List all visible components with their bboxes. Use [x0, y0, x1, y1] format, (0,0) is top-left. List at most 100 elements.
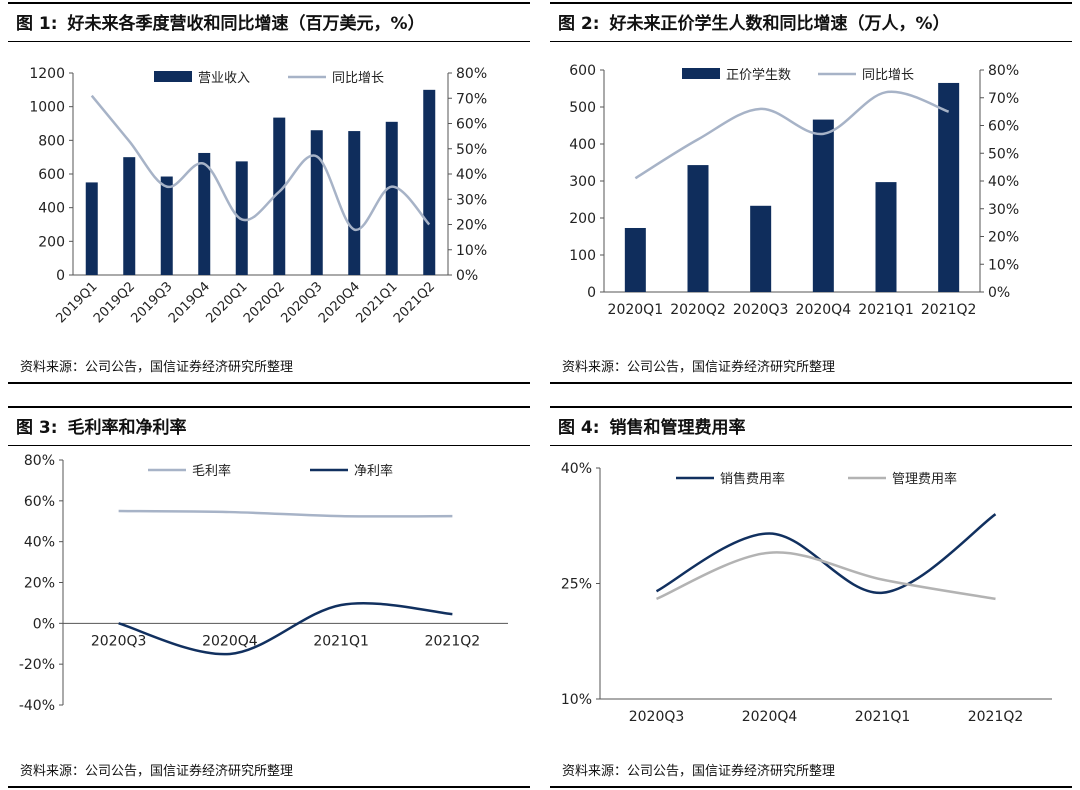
x-tick-label: 2020Q3	[629, 709, 685, 725]
legend-label: 同比增长	[862, 68, 914, 83]
y-tick-label: 25%	[561, 577, 592, 593]
y-tick-label: 0	[587, 285, 596, 301]
y-tick-label: 400	[38, 201, 65, 217]
y2-tick-label: 80%	[456, 66, 487, 82]
series-line-1	[118, 509, 453, 518]
y2-tick-label: 0%	[988, 285, 1010, 301]
source-note-1: 资料来源：公司公告，国信证券经济研究所整理	[8, 352, 530, 384]
y2-tick-label: 60%	[988, 119, 1019, 135]
y2-tick-label: 10%	[456, 243, 487, 259]
source-note-2: 资料来源：公司公告，国信证券经济研究所整理	[550, 352, 1072, 384]
chart-2: 0 100 200 300 400 500 600 0% 10% 20% 30% 40% 50% 60% 7…	[569, 63, 1019, 318]
y2-tick-label: 60%	[456, 117, 487, 133]
x-tick-label: 2020Q1	[608, 302, 664, 318]
y-tick-label: 300	[569, 174, 596, 190]
chart-title-2: 图 2: 好未来正价学生人数和同比增速（万人，%）	[550, 2, 1072, 42]
growth-line	[90, 94, 431, 231]
y-tick-label: 600	[38, 167, 65, 183]
y2-tick-label: 70%	[456, 91, 487, 107]
chart-1: 0 200 400 600 800 1000 1200 0% 10% 20% 30% 40% 50% 60…	[29, 66, 487, 326]
chart-panel-3: 图 3: 毛利率和净利率 -40% -20% 0% 20% 40% 60% 80% 2020Q3…	[8, 406, 530, 790]
x-tick-label: 2021Q2	[968, 709, 1024, 725]
x-tick-label: 2020Q4	[742, 709, 798, 725]
x-tick-label: 2020Q3	[91, 633, 147, 649]
legend-label: 营业收入	[198, 71, 250, 86]
y-tick-label: 1200	[29, 66, 65, 82]
y2-tick-label: 20%	[988, 230, 1019, 246]
y-tick-label: 0	[56, 268, 65, 284]
y2-tick-label: 50%	[456, 142, 487, 158]
y2-tick-label: 0%	[456, 268, 478, 284]
y2-tick-label: 30%	[456, 192, 487, 208]
bar	[875, 182, 897, 292]
x-tick-label: 2021Q1	[855, 709, 911, 725]
chart-title-4: 图 4: 销售和管理费用率	[550, 406, 1072, 446]
x-tick-label: 2021Q1	[858, 302, 914, 318]
x-tick-label: 2021Q2	[921, 302, 977, 318]
y-tick-label: 800	[38, 133, 65, 149]
bar	[687, 165, 709, 292]
series-line-1	[655, 513, 997, 594]
bar	[273, 117, 286, 275]
y-tick-label: -40%	[19, 698, 55, 714]
chart-title-3: 图 3: 毛利率和净利率	[8, 406, 530, 446]
y2-tick-label: 20%	[456, 218, 487, 234]
bar	[750, 205, 772, 292]
bar	[123, 157, 136, 275]
bar	[938, 82, 960, 292]
x-tick-label: 2021Q2	[391, 279, 438, 326]
chart-title-1: 图 1: 好未来各季度营收和同比增速（百万美元，%）	[8, 2, 530, 42]
chart-3: -40% -20% 0% 20% 40% 60% 80% 2020Q3 2020Q4 2021Q1…	[19, 453, 508, 714]
x-tick-label: 2020Q4	[202, 633, 258, 649]
legend-label: 正价学生数	[726, 67, 791, 83]
bar	[812, 119, 834, 292]
x-tick-label: 2020Q2	[670, 302, 726, 318]
bar	[160, 176, 173, 275]
legend-label: 净利率	[354, 463, 393, 479]
bar	[385, 121, 398, 275]
y-tick-label: -20%	[19, 657, 55, 673]
source-note-4: 资料来源：公司公告，国信证券经济研究所整理	[550, 756, 1072, 788]
y2-tick-label: 50%	[988, 146, 1019, 162]
y-tick-label: 600	[569, 63, 596, 79]
source-note-3: 资料来源：公司公告，国信证券经济研究所整理	[8, 756, 530, 788]
y-tick-label: 0%	[33, 616, 55, 632]
y-tick-label: 1000	[29, 100, 65, 116]
y-tick-label: 40%	[24, 535, 55, 551]
chart-panel-4: 图 4: 销售和管理费用率 10% 25% 40% 2020Q3 2020Q4 2021Q1…	[550, 406, 1072, 790]
bar	[198, 152, 211, 275]
y-tick-label: 200	[569, 211, 596, 227]
y-tick-label: 80%	[24, 453, 55, 469]
x-tick-label: 2020Q4	[796, 302, 852, 318]
y2-tick-label: 40%	[456, 167, 487, 183]
series-line-2	[656, 551, 996, 601]
legend-label: 管理费用率	[892, 471, 957, 487]
bar	[624, 227, 646, 292]
legend-label: 销售费用率	[720, 471, 785, 487]
chart-4: 10% 25% 40% 2020Q3 2020Q4 2021Q1 2021Q2 销售费用率 管理…	[561, 461, 1052, 725]
x-tick-label: 2020Q3	[733, 302, 789, 318]
y-tick-label: 10%	[561, 692, 592, 708]
bar	[310, 130, 323, 275]
chart-panel-1: 图 1: 好未来各季度营收和同比增速（百万美元，%） 0 200 400 600 800 1…	[8, 2, 530, 390]
x-tick-label: 2021Q1	[313, 633, 369, 649]
y2-tick-label: 70%	[988, 91, 1019, 107]
y-tick-label: 100	[569, 248, 596, 264]
y-tick-label: 60%	[24, 494, 55, 510]
chart-panel-2: 图 2: 好未来正价学生人数和同比增速（万人，%） 0 100 200 300 400 50…	[550, 2, 1072, 390]
series-line-2	[118, 601, 453, 656]
x-tick-label: 2021Q2	[425, 633, 481, 649]
legend-swatch-bar	[682, 68, 720, 79]
legend-label: 同比增长	[332, 71, 384, 86]
y2-tick-label: 10%	[988, 257, 1019, 273]
legend-label: 毛利率	[192, 463, 231, 479]
y-tick-label: 40%	[561, 461, 592, 477]
growth-line	[634, 90, 950, 180]
y2-tick-label: 80%	[988, 63, 1019, 79]
y-tick-label: 400	[569, 137, 596, 153]
y-tick-label: 20%	[24, 576, 55, 592]
y2-tick-label: 30%	[988, 202, 1019, 218]
y-tick-label: 500	[569, 100, 596, 116]
y-tick-label: 200	[38, 234, 65, 250]
bar	[85, 182, 98, 275]
